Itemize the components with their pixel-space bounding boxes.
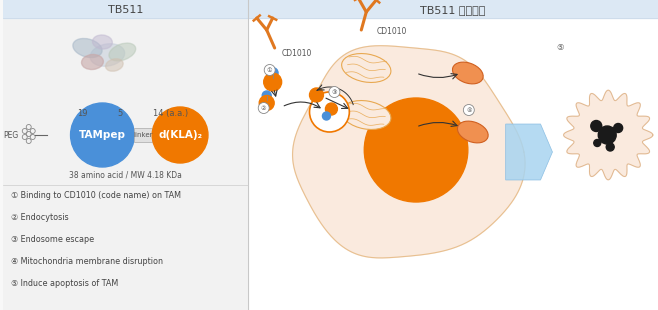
Circle shape	[463, 104, 474, 116]
Circle shape	[614, 123, 622, 132]
Circle shape	[591, 121, 602, 131]
Polygon shape	[505, 124, 553, 180]
Ellipse shape	[109, 43, 136, 61]
Circle shape	[322, 112, 330, 120]
Polygon shape	[293, 46, 525, 258]
Ellipse shape	[93, 35, 113, 49]
Circle shape	[265, 64, 275, 76]
Text: ④: ④	[466, 108, 472, 113]
Circle shape	[152, 107, 208, 163]
Text: ② Endocytosis: ② Endocytosis	[11, 212, 68, 222]
Text: TB511: TB511	[108, 5, 143, 15]
Circle shape	[365, 98, 468, 202]
Circle shape	[309, 88, 324, 102]
Text: ①: ①	[267, 68, 272, 73]
Text: ③ Endosome escape: ③ Endosome escape	[11, 234, 94, 243]
Ellipse shape	[342, 54, 391, 82]
Text: ⑤ Induce apoptosis of TAM: ⑤ Induce apoptosis of TAM	[11, 278, 118, 287]
Circle shape	[326, 103, 338, 115]
Text: PEG: PEG	[3, 131, 19, 140]
Bar	[248, 0, 658, 18]
Bar	[3, 0, 248, 18]
Text: CD1010: CD1010	[282, 48, 312, 57]
Bar	[134, 128, 152, 142]
Text: TB511 작용기전: TB511 작용기전	[420, 5, 486, 15]
Ellipse shape	[457, 121, 488, 143]
Circle shape	[263, 91, 271, 100]
Text: 38 amino acid / MW 4.18 KDa: 38 amino acid / MW 4.18 KDa	[69, 170, 182, 179]
Circle shape	[258, 103, 269, 113]
Ellipse shape	[82, 55, 103, 69]
Circle shape	[309, 92, 349, 132]
Circle shape	[264, 73, 282, 91]
Circle shape	[259, 95, 274, 110]
Polygon shape	[564, 90, 653, 180]
Text: ④ Mitochondria membrane disruption: ④ Mitochondria membrane disruption	[11, 256, 163, 265]
Circle shape	[267, 68, 278, 78]
Text: ⑤: ⑤	[557, 43, 564, 52]
Text: CD1010: CD1010	[376, 28, 407, 37]
Circle shape	[329, 86, 340, 98]
Circle shape	[598, 126, 616, 144]
Circle shape	[594, 140, 601, 147]
Text: ① Binding to CD1010 (code name) on TAM: ① Binding to CD1010 (code name) on TAM	[11, 191, 181, 200]
Circle shape	[70, 103, 134, 167]
Text: TAMpep: TAMpep	[79, 130, 126, 140]
Ellipse shape	[73, 38, 102, 58]
Text: linker: linker	[134, 132, 153, 138]
Text: d(KLA)₂: d(KLA)₂	[158, 130, 202, 140]
Bar	[248, 0, 658, 310]
Ellipse shape	[90, 44, 124, 66]
Text: 5: 5	[118, 109, 123, 118]
Text: 14 (a.a.): 14 (a.a.)	[153, 109, 188, 118]
Ellipse shape	[105, 59, 123, 71]
Ellipse shape	[342, 100, 391, 130]
Text: ③: ③	[332, 90, 337, 95]
Circle shape	[606, 143, 614, 151]
Text: 19: 19	[77, 109, 88, 118]
Ellipse shape	[453, 62, 483, 84]
Text: ②: ②	[261, 105, 266, 110]
